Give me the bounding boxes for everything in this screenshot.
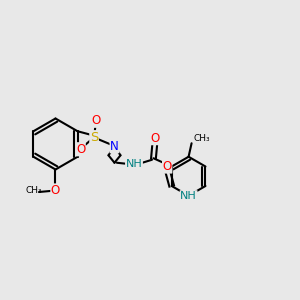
- Text: CH₃: CH₃: [193, 134, 210, 143]
- Text: O: O: [150, 132, 160, 145]
- Text: NH: NH: [126, 159, 142, 169]
- Text: O: O: [76, 143, 85, 156]
- Text: NH: NH: [180, 191, 197, 201]
- Text: S: S: [90, 131, 98, 144]
- Text: O: O: [91, 114, 100, 127]
- Text: O: O: [163, 160, 172, 173]
- Text: N: N: [110, 140, 119, 153]
- Text: CH₃: CH₃: [25, 186, 42, 195]
- Text: O: O: [51, 184, 60, 197]
